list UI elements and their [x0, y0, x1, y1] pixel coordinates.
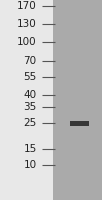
Text: 25: 25	[23, 118, 37, 128]
Text: 10: 10	[24, 160, 37, 170]
FancyBboxPatch shape	[0, 0, 53, 200]
Text: 130: 130	[17, 19, 37, 29]
Text: 170: 170	[17, 1, 37, 11]
FancyBboxPatch shape	[53, 0, 102, 200]
Text: 70: 70	[24, 56, 37, 66]
Text: 35: 35	[23, 102, 37, 112]
Text: 40: 40	[24, 90, 37, 100]
FancyBboxPatch shape	[70, 121, 89, 126]
Text: 55: 55	[23, 72, 37, 82]
Text: 100: 100	[17, 37, 37, 47]
Text: 15: 15	[23, 144, 37, 154]
